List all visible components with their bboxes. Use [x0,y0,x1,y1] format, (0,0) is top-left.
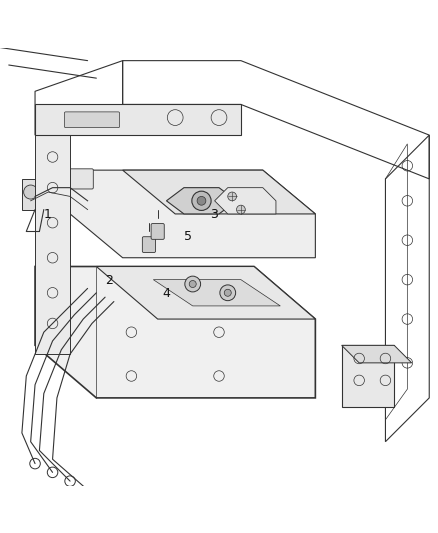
Polygon shape [215,188,276,214]
Circle shape [37,185,51,199]
Circle shape [220,285,236,301]
Circle shape [237,205,245,214]
Polygon shape [22,179,53,209]
Polygon shape [342,345,394,407]
Polygon shape [35,266,315,398]
Circle shape [224,289,231,296]
Polygon shape [96,266,315,319]
Polygon shape [35,135,70,354]
Polygon shape [342,345,412,363]
Polygon shape [35,104,241,135]
Circle shape [228,192,237,201]
Text: 4: 4 [162,287,170,300]
FancyBboxPatch shape [60,169,93,189]
FancyBboxPatch shape [151,223,164,239]
Text: 3: 3 [210,208,218,221]
Circle shape [197,197,206,205]
Text: 5: 5 [184,230,192,243]
Circle shape [24,185,38,199]
Circle shape [189,280,196,287]
Text: 1: 1 [44,208,52,221]
FancyBboxPatch shape [64,112,120,128]
FancyBboxPatch shape [142,237,155,253]
Polygon shape [123,170,315,214]
Polygon shape [70,170,315,258]
Text: 2: 2 [105,274,113,287]
Polygon shape [166,188,237,214]
Polygon shape [153,280,280,306]
Circle shape [192,191,211,211]
Circle shape [185,276,201,292]
